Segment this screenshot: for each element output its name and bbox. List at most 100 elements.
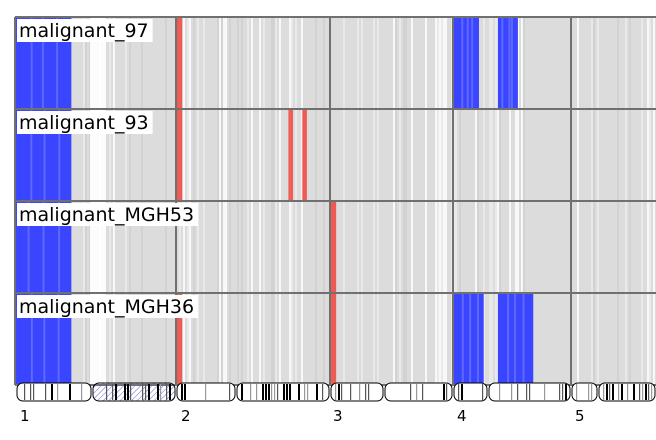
ideogram-band (642, 384, 643, 400)
ideogram-outline (385, 383, 452, 401)
cnv-event-streak (462, 293, 464, 385)
ideogram-band (461, 384, 463, 400)
ideogram-band (368, 384, 369, 400)
cnv-event-streak (501, 17, 503, 109)
sample-label: malignant_93 (19, 112, 149, 134)
ideogram-band (229, 384, 230, 400)
ideogram-band (148, 384, 150, 400)
ideogram-band (307, 384, 308, 400)
ideogram-band (106, 384, 107, 400)
cnv-event-fill (288, 109, 293, 201)
ideogram-band (645, 384, 647, 400)
cnv-event-fill (453, 17, 479, 109)
ideogram-band (166, 384, 167, 400)
cnv-event-loss (498, 17, 518, 109)
ideogram-band (559, 384, 560, 400)
ideogram-band (603, 384, 604, 400)
ideogram-band (304, 384, 305, 400)
ideogram-band (612, 384, 614, 400)
ideogram-band (576, 384, 577, 400)
cnv-event-fill (453, 293, 484, 385)
ideogram-band (115, 384, 117, 400)
ideogram-band (274, 384, 275, 400)
ideogram-band (591, 384, 592, 400)
ideogram-band (526, 384, 527, 400)
ideogram-band (57, 384, 58, 400)
ideogram-band (112, 384, 113, 400)
cnv-event-streak (523, 293, 525, 385)
ideogram-band (157, 384, 159, 400)
cnv-event-streak (511, 17, 513, 109)
ideogram-band (621, 384, 623, 400)
sample-label-group: malignant_MGH53 (17, 203, 198, 226)
ideogram-band (529, 384, 530, 400)
ideogram-band (365, 384, 366, 400)
cnv-event-loss (453, 293, 484, 385)
ideogram-band (588, 384, 589, 400)
ideogram-band (341, 384, 342, 400)
cnv-event-gain (288, 109, 293, 201)
cnv-event-gain (302, 109, 307, 201)
ideogram-arm (454, 383, 487, 401)
ideogram-band (69, 384, 71, 400)
cnv-event-streak (461, 17, 463, 109)
ideogram-band (184, 384, 186, 400)
ideogram-band (443, 384, 445, 400)
ideogram-outline (572, 383, 597, 401)
ideogram-band (124, 384, 126, 400)
ideogram-band (160, 384, 161, 400)
ideogram-band (256, 384, 257, 400)
ideogram-band (639, 384, 640, 400)
ideogram-band (298, 384, 300, 400)
ideogram-band (359, 384, 360, 400)
ideogram-band (142, 384, 143, 400)
ideogram-arm (599, 383, 655, 401)
cnv-event-streak (471, 17, 473, 109)
ideogram-arm (572, 383, 597, 401)
ideogram-band (45, 384, 46, 400)
ideogram-band (458, 384, 459, 400)
chromosome-tick-labels: 1 2 3 4 5 (20, 407, 585, 425)
cnv-event-streak (477, 293, 479, 385)
ideogram-band (277, 384, 278, 400)
sample-label: malignant_MGH36 (19, 296, 194, 318)
ideogram-band (422, 384, 423, 400)
cnv-event-fill (498, 17, 518, 109)
ideogram-arm (489, 383, 570, 401)
ideogram-arm (331, 383, 383, 401)
ideogram-arm (93, 383, 175, 401)
cnv-event-streak (514, 293, 516, 385)
ideogram-band (627, 384, 628, 400)
ideogram-band (286, 384, 288, 400)
ideogram-arm (385, 383, 452, 401)
ideogram-band (81, 384, 82, 400)
ideogram-outline (93, 383, 175, 401)
ideogram-band (651, 384, 652, 400)
ideogram-band (271, 384, 272, 400)
chromosome-tick-label: 4 (457, 407, 467, 425)
ideogram-band (618, 384, 619, 400)
ideogram-band (265, 384, 267, 400)
ideogram-band (316, 384, 318, 400)
ideogram-band (338, 384, 340, 400)
ideogram-band (633, 384, 635, 400)
ideogram-band (205, 384, 206, 400)
ideogram-band (565, 384, 567, 400)
ideogram-band (241, 384, 243, 400)
cnv-event-fill (302, 109, 307, 201)
ideogram-arm (17, 383, 91, 401)
cnv-event-streak (469, 293, 471, 385)
cnv-event-loss (453, 17, 479, 109)
ideogram-band (262, 384, 264, 400)
ideogram-band (181, 384, 183, 400)
ideogram-band (446, 384, 447, 400)
ideogram-arm (177, 383, 235, 401)
chromosome-tick-label: 2 (181, 407, 191, 425)
ideogram-band (511, 384, 512, 400)
ideogram-band (24, 384, 25, 400)
ideogram-band (283, 384, 285, 400)
ideogram-band (499, 384, 500, 400)
ideogram-band (30, 384, 31, 400)
chromosome-tick-label: 3 (333, 407, 343, 425)
